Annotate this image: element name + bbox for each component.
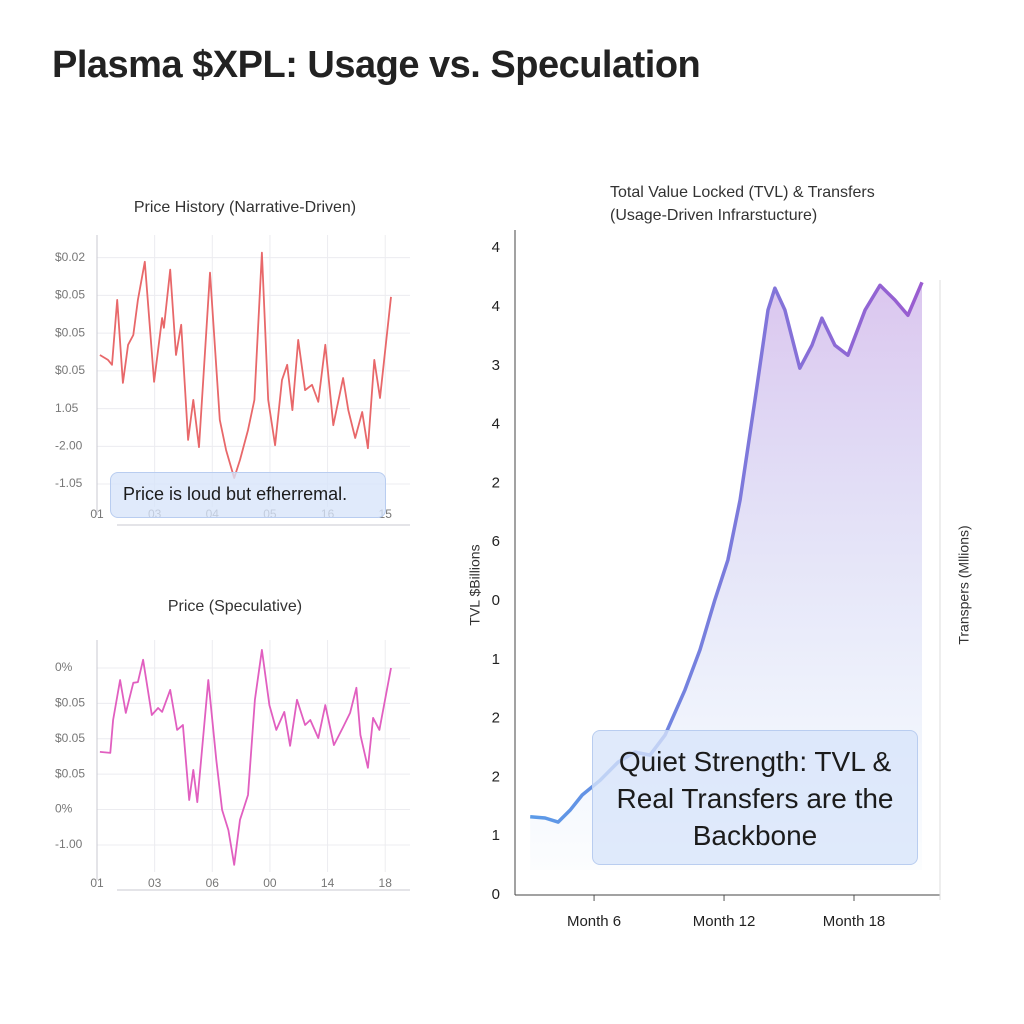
annotation: Quiet Strength: TVL & Real Transfers are… — [592, 730, 918, 865]
y-tick-label: 4 — [492, 298, 500, 315]
y-tick-label: $0.05 — [55, 363, 85, 377]
y-tick-label: 1 — [492, 827, 500, 844]
y2-axis-title: Transpers (Mllions) — [956, 525, 972, 644]
y-tick-label: 4 — [492, 416, 500, 433]
y-axis-title: TVL $Billions — [467, 544, 483, 625]
y-tick-label: 3 — [492, 357, 500, 374]
y-tick-label: 0% — [55, 660, 73, 674]
y-tick-label: $0.05 — [55, 325, 85, 339]
y-tick-label: $0.05 — [55, 766, 85, 780]
y-tick-label: $0.05 — [55, 288, 85, 302]
y-tick-label: 1 — [492, 651, 500, 668]
y-tick-label: $0.05 — [55, 696, 85, 710]
page-title: Plasma $XPL: Usage vs. Speculation — [52, 44, 701, 86]
y-tick-label: 2 — [492, 710, 500, 727]
chart-title: Total Value Locked (TVL) & Transfers — [610, 184, 875, 201]
annotation: Price is loud but efherremal. — [110, 472, 386, 518]
y-tick-label: 0 — [492, 592, 500, 609]
y-tick-label: 1.05 — [55, 401, 79, 415]
chart-title: Price (Speculative) — [168, 598, 302, 615]
area — [530, 282, 923, 870]
y-tick-label: $0.05 — [55, 731, 85, 745]
y-tick-label: -1.00 — [55, 837, 83, 851]
y-tick-label: -1.05 — [55, 476, 83, 490]
y-tick-label: -2.00 — [55, 438, 83, 452]
line — [99, 649, 392, 866]
x-tick-label: 00 — [263, 876, 277, 890]
y-tick-label: 2 — [492, 768, 500, 785]
x-tick-label: 01 — [90, 876, 104, 890]
y-tick-label: 6 — [492, 533, 500, 550]
x-tick-label: Month 6 — [567, 913, 621, 930]
x-tick-label: Month 12 — [693, 913, 756, 930]
chart-title: (Usage-Driven Infrarstucture) — [610, 207, 817, 224]
line — [99, 251, 392, 479]
x-tick-label: 14 — [321, 876, 335, 890]
x-tick-label: 03 — [148, 876, 162, 890]
y-tick-label: 0% — [55, 802, 73, 816]
x-tick-label: 18 — [379, 876, 393, 890]
y-tick-label: 2 — [492, 474, 500, 491]
x-tick-label: 06 — [206, 876, 220, 890]
chart-title: Price History (Narrative-Driven) — [134, 199, 356, 216]
y-tick-label: $0.02 — [55, 250, 85, 264]
y-tick-label: 0 — [492, 886, 500, 903]
x-tick-label: Month 18 — [823, 913, 886, 930]
y-tick-label: 4 — [492, 239, 500, 256]
